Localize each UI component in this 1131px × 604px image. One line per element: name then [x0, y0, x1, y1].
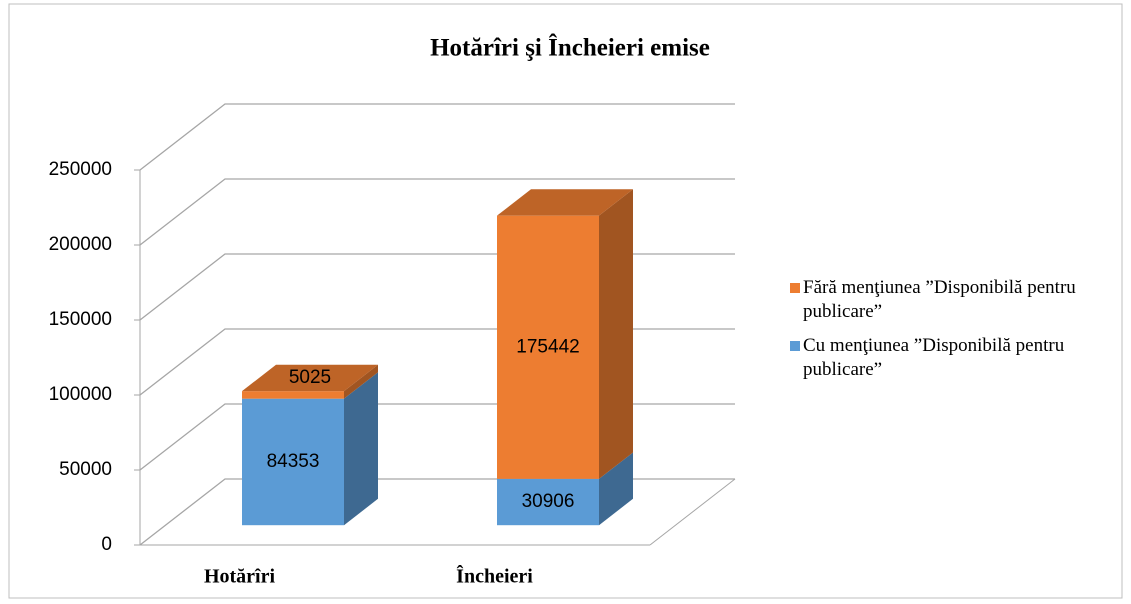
legend-label: Fără menţiunea ”Disponibilă pentru publi…: [803, 277, 1076, 322]
data-label: 84353: [267, 451, 320, 472]
legend-label: Cu menţiunea ”Disponibilă pentru publica…: [803, 335, 1065, 380]
legend-item: Cu menţiunea ”Disponibilă pentru publica…: [790, 334, 1125, 382]
y-tick-label: 250000: [49, 159, 112, 180]
grid-line: [139, 103, 735, 171]
y-tick-label: 0: [101, 534, 112, 555]
legend-swatch: [790, 341, 800, 351]
legend-item: Fără menţiunea ”Disponibilă pentru publi…: [790, 276, 1125, 324]
y-tick-label: 150000: [49, 309, 112, 330]
x-tick-label: Hotărîri: [204, 566, 276, 588]
grid-line: [139, 253, 735, 321]
x-tick-label: Încheieri: [456, 564, 533, 588]
y-tick-label: 200000: [49, 234, 112, 255]
grid-line: [139, 478, 735, 546]
y-tick-label: 50000: [59, 459, 112, 480]
data-label: 175442: [516, 336, 579, 357]
legend: Fără menţiunea ”Disponibilă pentru publi…: [790, 276, 1125, 392]
bar-top: [497, 189, 633, 216]
bar-front: [497, 478, 599, 526]
bar-side: [344, 372, 378, 526]
bar-top: [242, 364, 378, 392]
grid-line: [139, 328, 735, 396]
grid-line: [139, 178, 735, 246]
data-label: 5025: [289, 367, 331, 388]
legend-swatch: [790, 283, 800, 293]
bar-front: [497, 215, 599, 479]
y-tick-label: 100000: [49, 384, 112, 405]
bar-front: [242, 398, 344, 526]
data-label: 30906: [522, 491, 575, 512]
bar-side: [599, 452, 633, 526]
grid-line: [139, 403, 735, 471]
bar-side: [344, 364, 378, 399]
bar-front: [242, 391, 344, 399]
chart-border: [8, 3, 1123, 599]
chart-title: Hotărîri şi Încheieri emise: [430, 34, 710, 62]
bar-side: [599, 189, 633, 479]
floor-right: [649, 478, 736, 546]
